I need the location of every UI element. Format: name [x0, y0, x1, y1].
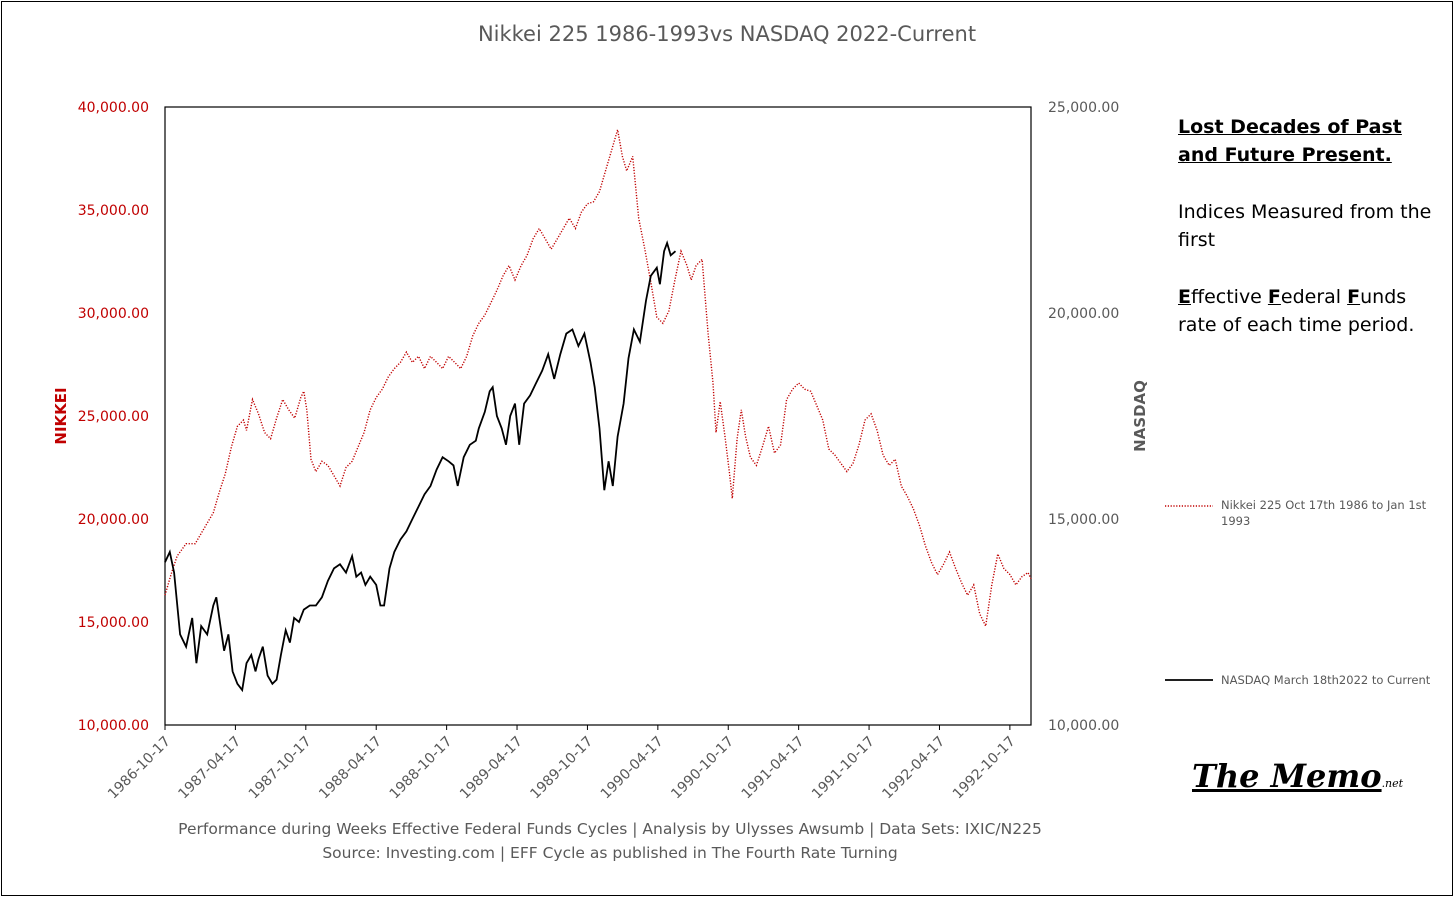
left-tick-label-1: 15,000.00: [78, 615, 149, 631]
x-tick-label-6: 1989-10-17: [527, 734, 596, 803]
sidebar-paragraph-measured: Indices Measured from the first: [1178, 201, 1432, 251]
footer-analysis-line: Performance during Weeks Effective Feder…: [178, 820, 1042, 838]
right-tick-label-2: 20,000.00: [1048, 306, 1119, 322]
right-axis-ticks: 10,000.00 15,000.00 20,000.00 25,000.00: [1048, 100, 1119, 734]
nasdaq-series-line: [164, 240, 677, 693]
x-tick-label-7: 1990-04-17: [598, 734, 667, 803]
x-tick-label-12: 1992-10-17: [950, 734, 1019, 803]
x-tick-label-4: 1988-10-17: [387, 734, 456, 803]
right-tick-label-3: 25,000.00: [1048, 100, 1119, 116]
legend-label-nikkei: Nikkei 225 Oct 17th 1986 to Jan 1st 1993: [1221, 498, 1430, 528]
left-tick-label-3: 25,000.00: [78, 409, 149, 425]
left-tick-label-4: 30,000.00: [78, 306, 149, 322]
sidebar-heading: Lost Decades of Past and Future Present.: [1178, 116, 1402, 166]
eff-word-ederal: ederal: [1280, 286, 1348, 308]
x-tick-label-11: 1992-04-17: [879, 734, 948, 803]
logo-suffix: .net: [1381, 777, 1404, 790]
left-axis-label: NIKKEI: [52, 387, 70, 444]
the-memo-logo: The Memo.net: [1192, 757, 1403, 795]
eff-letter-f2: F: [1347, 286, 1361, 308]
eff-letter-f1: F: [1267, 286, 1281, 308]
nikkei-series-line: [164, 129, 1032, 629]
left-tick-label-0: 10,000.00: [78, 718, 149, 734]
x-tick-label-2: 1987-10-17: [246, 734, 315, 803]
x-tick-label-3: 1988-04-17: [316, 734, 385, 803]
legend: Nikkei 225 Oct 17th 1986 to Jan 1st 1993…: [1165, 498, 1431, 687]
left-tick-label-5: 35,000.00: [78, 203, 149, 219]
sidebar-paragraph-eff: Effective Federal Funds rate of each tim…: [1178, 283, 1448, 339]
eff-rate-text: rate of each time period.: [1178, 314, 1415, 336]
right-axis-label: NASDAQ: [1131, 380, 1149, 452]
x-tick-label-1: 1987-04-17: [175, 734, 244, 803]
right-tick-label-0: 10,000.00: [1048, 718, 1119, 734]
eff-word-ffective: ffective: [1190, 286, 1268, 308]
chart-title: Nikkei 225 1986-1993vs NASDAQ 2022-Curre…: [478, 22, 976, 46]
left-axis-ticks: 10,000.00 15,000.00 20,000.00 25,000.00 30,0…: [78, 100, 149, 734]
eff-word-unds: unds: [1360, 286, 1407, 308]
x-tick-label-10: 1991-10-17: [809, 734, 878, 803]
x-axis-ticks: 1986-10-17 1987-04-17 1987-10-17 1988-04-17…: [105, 725, 1019, 802]
x-tick-label-8: 1990-10-17: [668, 734, 737, 803]
eff-letter-e: E: [1178, 286, 1191, 308]
plot-area: [164, 106, 1032, 726]
right-tick-label-1: 15,000.00: [1048, 512, 1119, 528]
left-tick-label-6: 40,000.00: [78, 100, 149, 116]
legend-label-nasdaq: NASDAQ March 18th2022 to Current: [1221, 673, 1431, 687]
footer-source-line: Source: Investing.com | EFF Cycle as pub…: [322, 844, 897, 862]
left-tick-label-2: 20,000.00: [78, 512, 149, 528]
x-tick-label-5: 1989-04-17: [457, 734, 526, 803]
x-tick-label-0: 1986-10-17: [105, 734, 174, 803]
logo-main-text: The Memo: [1192, 757, 1382, 795]
x-tick-label-9: 1991-04-17: [739, 734, 808, 803]
